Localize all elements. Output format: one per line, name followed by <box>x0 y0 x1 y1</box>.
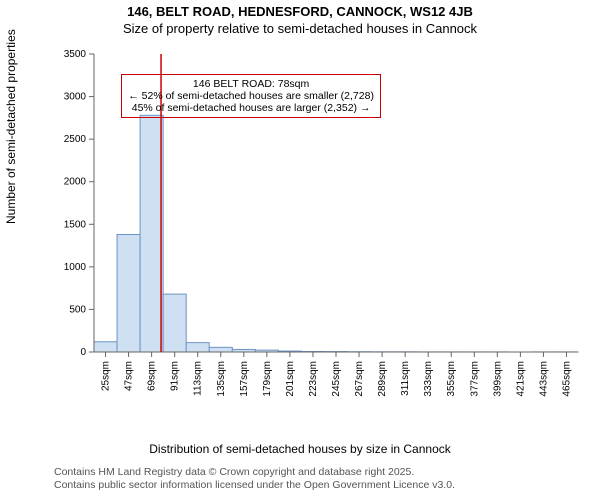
footnote-line1: Contains HM Land Registry data © Crown c… <box>54 466 455 479</box>
chart-area: 0 500 1000 1500 2000 2500 3000 3500 25sqm 47sqm 69… <box>54 48 584 408</box>
svg-text:201sqm: 201sqm <box>285 361 296 397</box>
svg-text:355sqm: 355sqm <box>446 361 457 397</box>
svg-text:157sqm: 157sqm <box>239 361 250 397</box>
svg-text:3500: 3500 <box>64 49 87 60</box>
svg-text:1500: 1500 <box>64 219 87 230</box>
footnote: Contains HM Land Registry data © Crown c… <box>54 466 455 492</box>
svg-text:333sqm: 333sqm <box>423 361 434 397</box>
svg-text:25sqm: 25sqm <box>101 361 112 391</box>
svg-text:3000: 3000 <box>64 92 87 103</box>
svg-text:245sqm: 245sqm <box>331 361 342 397</box>
x-axis-label: Distribution of semi-detached houses by … <box>0 442 600 456</box>
annotation-line2: ← 52% of semi-detached houses are smalle… <box>128 90 374 102</box>
svg-text:399sqm: 399sqm <box>492 361 503 397</box>
svg-text:443sqm: 443sqm <box>538 361 549 397</box>
svg-text:2000: 2000 <box>64 177 87 188</box>
svg-text:500: 500 <box>69 304 86 315</box>
annotation-box: 146 BELT ROAD: 78sqm ← 52% of semi-detac… <box>121 74 381 118</box>
svg-text:223sqm: 223sqm <box>308 361 319 397</box>
chart-title-line1: 146, BELT ROAD, HEDNESFORD, CANNOCK, WS1… <box>0 4 600 19</box>
svg-text:113sqm: 113sqm <box>193 361 204 396</box>
svg-text:2500: 2500 <box>64 134 87 145</box>
svg-text:69sqm: 69sqm <box>147 361 158 391</box>
svg-text:311sqm: 311sqm <box>400 361 411 396</box>
svg-text:179sqm: 179sqm <box>262 361 273 397</box>
footnote-line2: Contains public sector information licen… <box>54 479 455 492</box>
svg-text:47sqm: 47sqm <box>124 361 135 391</box>
svg-text:465sqm: 465sqm <box>561 361 572 397</box>
svg-text:135sqm: 135sqm <box>216 361 227 397</box>
svg-text:91sqm: 91sqm <box>170 361 181 391</box>
svg-text:0: 0 <box>80 347 86 358</box>
svg-text:377sqm: 377sqm <box>469 361 480 397</box>
svg-text:421sqm: 421sqm <box>515 361 526 397</box>
svg-text:289sqm: 289sqm <box>377 361 388 397</box>
svg-text:1000: 1000 <box>64 262 87 273</box>
chart-title-line2: Size of property relative to semi-detach… <box>0 21 600 36</box>
svg-text:267sqm: 267sqm <box>354 361 365 397</box>
annotation-line1: 146 BELT ROAD: 78sqm <box>128 78 374 90</box>
y-axis-label: Number of semi-detached properties <box>4 29 18 224</box>
annotation-line3: 45% of semi-detached houses are larger (… <box>128 102 374 114</box>
